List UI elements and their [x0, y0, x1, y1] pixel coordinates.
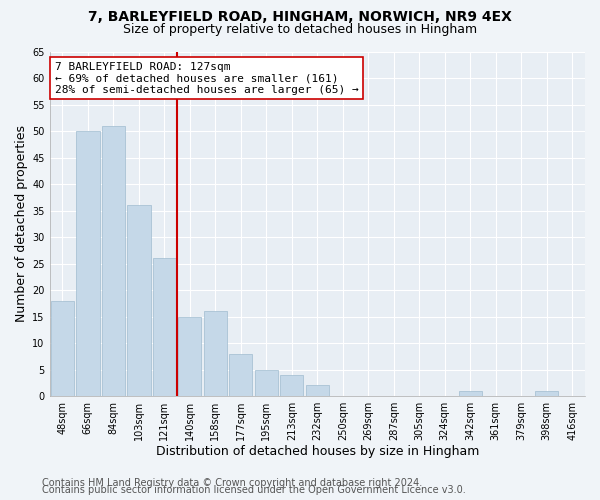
Text: 7 BARLEYFIELD ROAD: 127sqm
← 69% of detached houses are smaller (161)
28% of sem: 7 BARLEYFIELD ROAD: 127sqm ← 69% of deta… [55, 62, 359, 95]
Bar [152, 258, 176, 396]
Bar [127, 205, 151, 396]
Bar [229, 354, 253, 396]
Y-axis label: Number of detached properties: Number of detached properties [15, 126, 28, 322]
Bar [203, 312, 227, 396]
Bar [76, 131, 100, 396]
Text: Contains HM Land Registry data © Crown copyright and database right 2024.: Contains HM Land Registry data © Crown c… [42, 478, 422, 488]
Bar [101, 126, 125, 396]
Bar [178, 316, 202, 396]
X-axis label: Distribution of detached houses by size in Hingham: Distribution of detached houses by size … [155, 444, 479, 458]
Bar [50, 300, 74, 396]
Bar [458, 391, 482, 396]
Bar [535, 391, 559, 396]
Text: 7, BARLEYFIELD ROAD, HINGHAM, NORWICH, NR9 4EX: 7, BARLEYFIELD ROAD, HINGHAM, NORWICH, N… [88, 10, 512, 24]
Bar [254, 370, 278, 396]
Text: Contains public sector information licensed under the Open Government Licence v3: Contains public sector information licen… [42, 485, 466, 495]
Text: Size of property relative to detached houses in Hingham: Size of property relative to detached ho… [123, 22, 477, 36]
Bar [280, 375, 304, 396]
Bar [305, 386, 329, 396]
